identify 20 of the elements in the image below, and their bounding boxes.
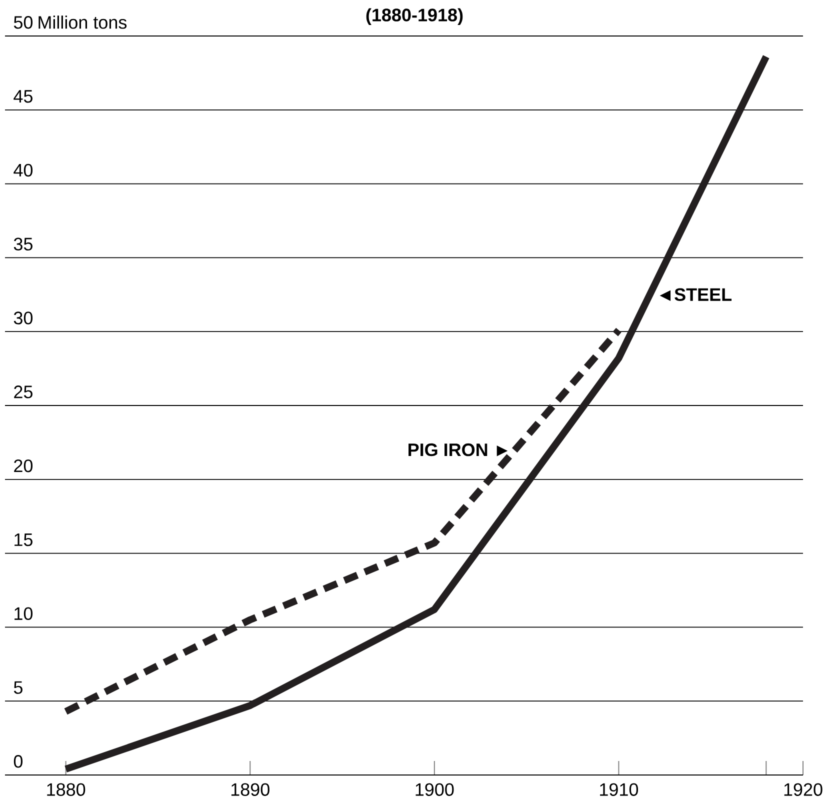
y-tick-label: 15 (14, 534, 32, 546)
y-tick-label: 40 (14, 164, 33, 177)
annotation: ◄STEEL (660, 288, 732, 302)
annotation: PIG IRON ► (408, 443, 508, 456)
y-tick-label: 35 (14, 238, 32, 250)
y-tick-label: 30 (14, 312, 33, 324)
y-tick-label: 0 (14, 755, 23, 768)
x-tick-label: 1890 (231, 783, 270, 796)
x-tick-label: 1910 (600, 783, 638, 796)
y-tick-label: 20 (14, 459, 33, 472)
y-tick-label: 45 (14, 90, 32, 103)
chart-subtitle: (1880-1918) (366, 8, 463, 25)
x-tick-label: 1900 (416, 783, 454, 796)
y-axis-title: Million tons (38, 16, 127, 29)
x-tick-label: 1880 (47, 783, 86, 796)
y-tick-label: 50 (14, 16, 33, 29)
x-tick-label: 1920 (784, 783, 822, 796)
y-tick-label: 5 (14, 681, 22, 694)
y-tick-label: 25 (14, 386, 32, 398)
y-tick-label: 10 (14, 607, 33, 620)
